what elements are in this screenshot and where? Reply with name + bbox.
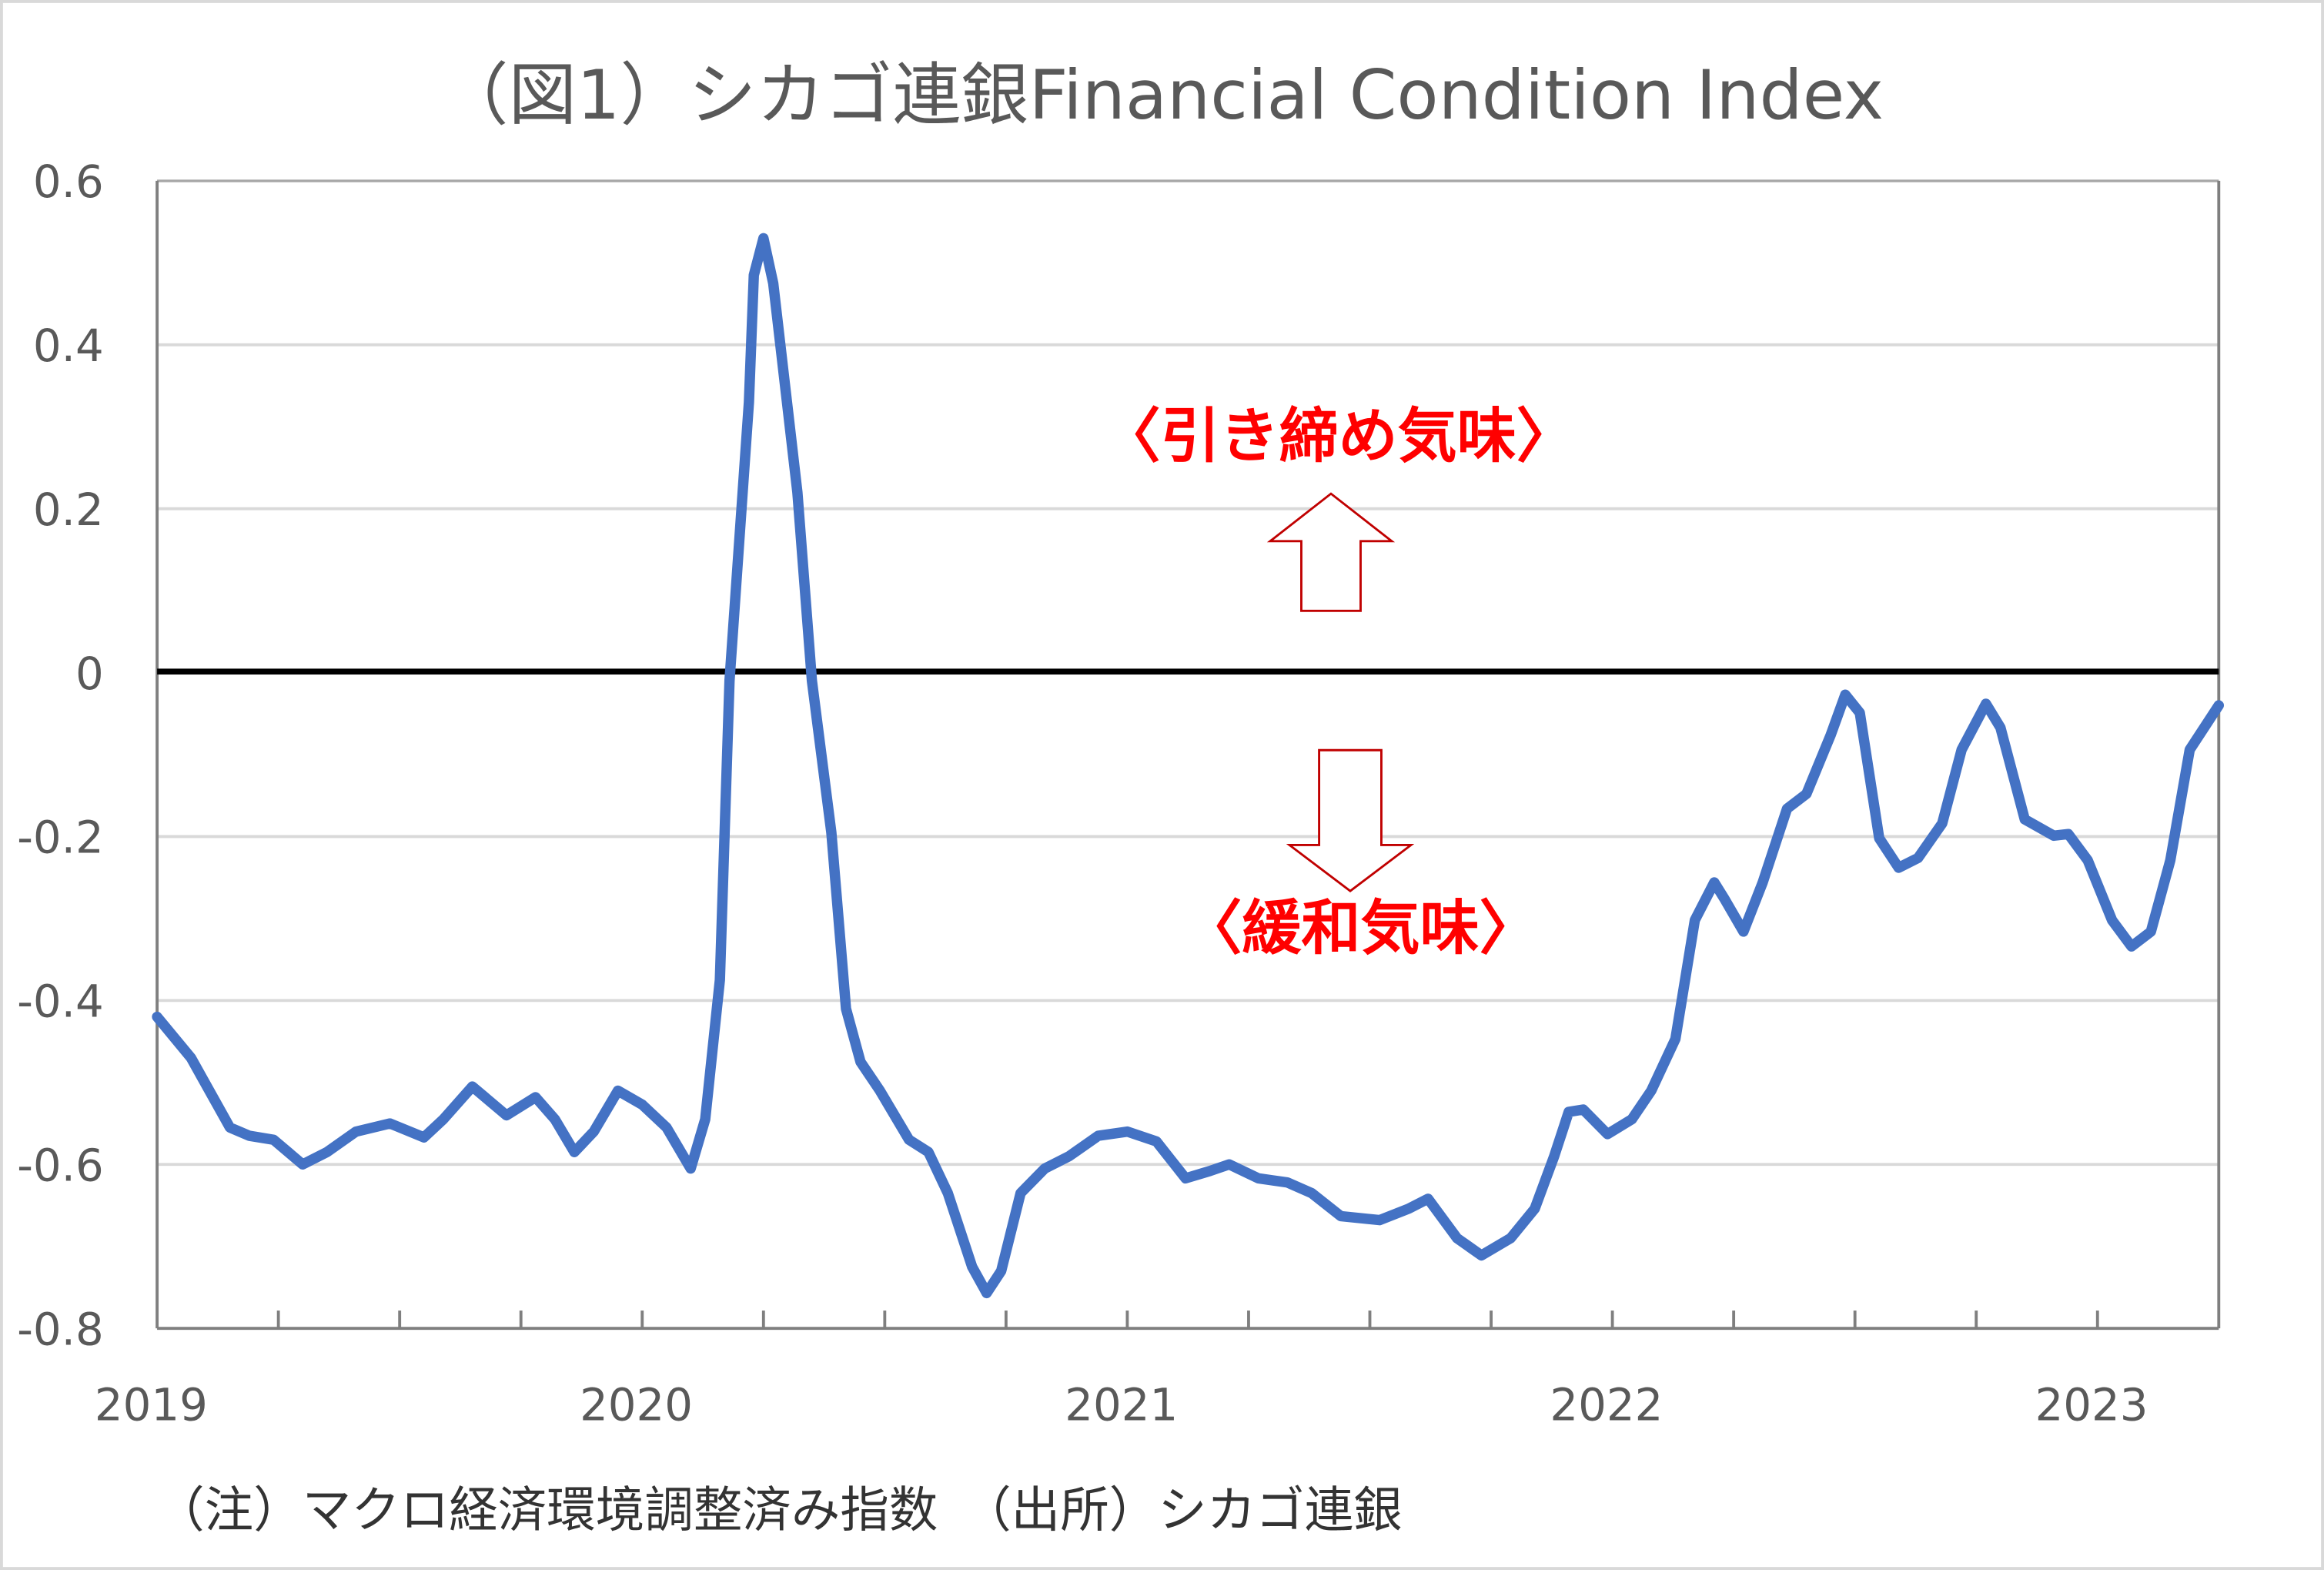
y-tick-label: 0.6 xyxy=(33,156,104,208)
y-tick-label: -0.8 xyxy=(17,1303,104,1355)
series-line xyxy=(152,233,2225,1299)
y-tick-label: -0.2 xyxy=(17,812,104,864)
arrow-up-icon xyxy=(1266,492,1396,612)
x-tick-label: 2019 xyxy=(95,1379,208,1431)
x-tick-label: 2022 xyxy=(1550,1379,1663,1431)
y-tick-label: 0.4 xyxy=(33,320,104,372)
x-axis: 2019 2020 2021 2022 2023 xyxy=(95,1311,2219,1431)
annotation-tightening: 〈引き締め気味〉 xyxy=(1102,403,1576,471)
chart-title: （図1）シカゴ連銀Financial Condition Index xyxy=(440,55,1884,135)
y-axis-labels: 0.6 0.4 0.2 0 -0.2 -0.4 -0.6 -0.8 xyxy=(17,156,104,1355)
gridlines xyxy=(155,179,2221,1329)
x-tick-label: 2023 xyxy=(2035,1379,2148,1431)
footnote: （注）マクロ経済環境調整済み指数 （出所）シカゴ連銀 xyxy=(155,1481,1403,1538)
x-tick-label: 2021 xyxy=(1065,1379,1178,1431)
annotation-easing: 〈緩和気味〉 xyxy=(1183,895,1539,963)
y-tick-label: 0.2 xyxy=(33,484,104,536)
y-tick-label: -0.4 xyxy=(17,976,104,1028)
arrow-down-icon xyxy=(1286,748,1415,892)
y-tick-label: -0.6 xyxy=(17,1139,104,1191)
x-tick-label: 2020 xyxy=(580,1379,693,1431)
y-tick-label: 0 xyxy=(75,648,104,700)
